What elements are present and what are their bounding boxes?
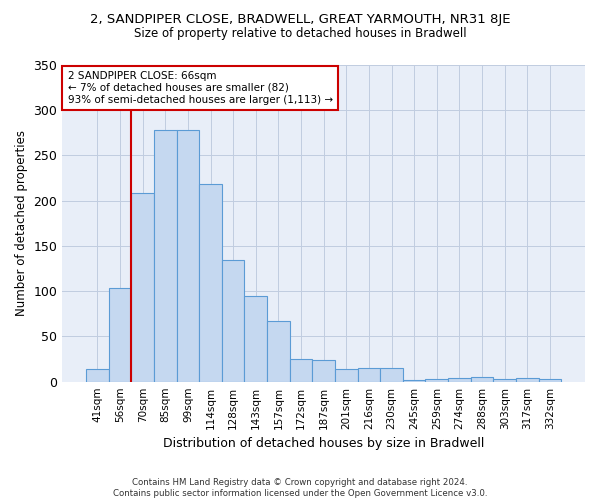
X-axis label: Distribution of detached houses by size in Bradwell: Distribution of detached houses by size … — [163, 437, 484, 450]
Bar — [222, 260, 244, 382]
Bar — [109, 288, 131, 382]
Bar — [131, 192, 154, 382]
Text: 2, SANDPIPER CLOSE, BRADWELL, GREAT YARMOUTH, NR31 8JE: 2, SANDPIPER CLOSE, BRADWELL, GREAT YARM… — [90, 12, 510, 26]
Y-axis label: Number of detached properties: Number of detached properties — [15, 130, 28, 316]
Bar — [539, 379, 561, 382]
Bar — [199, 184, 222, 382]
Bar — [358, 368, 380, 382]
Text: Contains HM Land Registry data © Crown copyright and database right 2024.
Contai: Contains HM Land Registry data © Crown c… — [113, 478, 487, 498]
Bar — [471, 377, 493, 382]
Bar — [176, 130, 199, 382]
Bar — [403, 380, 425, 382]
Bar — [380, 368, 403, 382]
Bar — [267, 321, 290, 382]
Bar — [244, 296, 267, 382]
Bar — [335, 369, 358, 382]
Text: Size of property relative to detached houses in Bradwell: Size of property relative to detached ho… — [134, 28, 466, 40]
Text: 2 SANDPIPER CLOSE: 66sqm
← 7% of detached houses are smaller (82)
93% of semi-de: 2 SANDPIPER CLOSE: 66sqm ← 7% of detache… — [68, 72, 332, 104]
Bar — [313, 360, 335, 382]
Bar — [493, 379, 516, 382]
Bar — [516, 378, 539, 382]
Bar — [290, 359, 313, 382]
Bar — [86, 369, 109, 382]
Bar — [154, 130, 176, 382]
Bar — [448, 378, 471, 382]
Bar — [425, 379, 448, 382]
